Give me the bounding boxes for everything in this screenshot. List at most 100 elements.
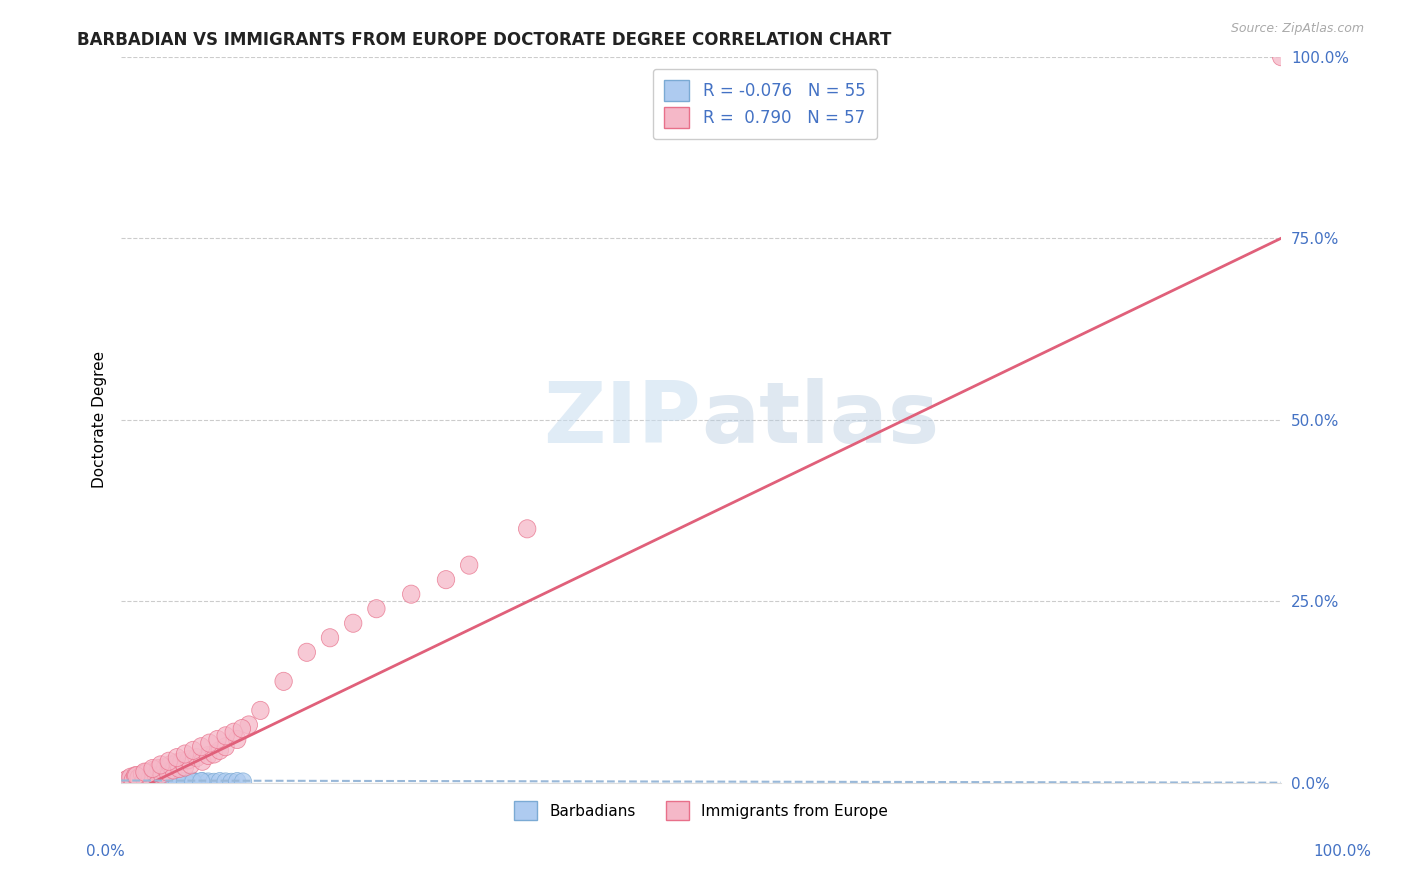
Ellipse shape [1272,47,1289,66]
Ellipse shape [145,772,163,790]
Ellipse shape [143,772,162,791]
Ellipse shape [117,773,134,791]
Ellipse shape [142,772,160,791]
Ellipse shape [322,629,339,647]
Text: BARBADIAN VS IMMIGRANTS FROM EUROPE DOCTORATE DEGREE CORRELATION CHART: BARBADIAN VS IMMIGRANTS FROM EUROPE DOCT… [77,31,891,49]
Ellipse shape [159,772,176,791]
Ellipse shape [142,768,159,787]
Ellipse shape [166,772,183,791]
Ellipse shape [149,772,166,790]
Ellipse shape [143,759,162,778]
Ellipse shape [519,520,536,538]
Ellipse shape [138,772,156,790]
Ellipse shape [136,763,153,781]
Ellipse shape [156,772,174,790]
Ellipse shape [160,772,177,790]
Ellipse shape [205,745,222,763]
Text: 0.0%: 0.0% [86,845,125,859]
Text: atlas: atlas [702,378,939,461]
Ellipse shape [131,773,149,791]
Ellipse shape [180,751,197,769]
Ellipse shape [129,772,148,790]
Ellipse shape [298,643,315,661]
Ellipse shape [169,748,186,767]
Ellipse shape [153,773,170,791]
Ellipse shape [118,772,136,790]
Ellipse shape [194,752,211,771]
Ellipse shape [152,756,169,774]
Ellipse shape [252,701,269,720]
Ellipse shape [153,765,170,783]
Ellipse shape [461,556,478,574]
Ellipse shape [183,772,201,791]
Ellipse shape [124,771,142,789]
Ellipse shape [180,772,197,790]
Ellipse shape [165,761,183,779]
Ellipse shape [127,773,143,791]
Ellipse shape [188,773,205,791]
Ellipse shape [170,772,188,790]
Ellipse shape [134,772,150,790]
Ellipse shape [136,772,153,791]
Ellipse shape [129,769,148,787]
Ellipse shape [200,747,217,764]
Ellipse shape [233,720,250,738]
Ellipse shape [217,772,235,791]
Ellipse shape [162,756,179,774]
Ellipse shape [117,772,134,790]
Ellipse shape [183,756,200,774]
Ellipse shape [149,759,167,778]
Ellipse shape [159,763,176,781]
Ellipse shape [169,754,186,772]
Ellipse shape [176,758,194,776]
Ellipse shape [152,773,169,791]
Text: 100.0%: 100.0% [1313,845,1372,859]
Ellipse shape [125,772,142,790]
Ellipse shape [276,673,292,690]
Ellipse shape [118,771,136,789]
Ellipse shape [172,773,188,791]
Ellipse shape [217,727,235,745]
Ellipse shape [122,768,139,787]
Ellipse shape [229,731,246,748]
Ellipse shape [402,585,420,603]
Ellipse shape [184,772,202,790]
Ellipse shape [235,772,252,791]
Ellipse shape [148,767,165,785]
Ellipse shape [134,765,150,783]
Ellipse shape [160,752,177,771]
Ellipse shape [368,599,385,618]
Ellipse shape [173,772,190,791]
Ellipse shape [155,773,172,791]
Ellipse shape [149,772,167,790]
Ellipse shape [208,731,226,748]
Ellipse shape [217,738,235,756]
Ellipse shape [184,741,202,759]
Ellipse shape [211,772,229,790]
Ellipse shape [240,716,257,734]
Ellipse shape [200,772,217,791]
Ellipse shape [136,772,155,790]
Ellipse shape [225,723,242,741]
Text: ZIP: ZIP [543,378,702,461]
Ellipse shape [188,748,205,767]
Ellipse shape [176,772,194,790]
Ellipse shape [183,772,200,791]
Ellipse shape [124,772,142,790]
Ellipse shape [142,773,159,791]
Ellipse shape [136,770,153,788]
Ellipse shape [138,763,156,781]
Ellipse shape [344,615,361,632]
Ellipse shape [128,773,145,791]
Ellipse shape [145,761,163,779]
Ellipse shape [201,734,218,752]
Ellipse shape [127,767,143,785]
Ellipse shape [176,745,194,763]
Ellipse shape [211,741,229,759]
Ellipse shape [165,773,183,791]
Ellipse shape [222,773,240,791]
Ellipse shape [176,773,194,791]
Ellipse shape [205,773,222,791]
Ellipse shape [184,773,202,791]
Ellipse shape [169,772,186,790]
